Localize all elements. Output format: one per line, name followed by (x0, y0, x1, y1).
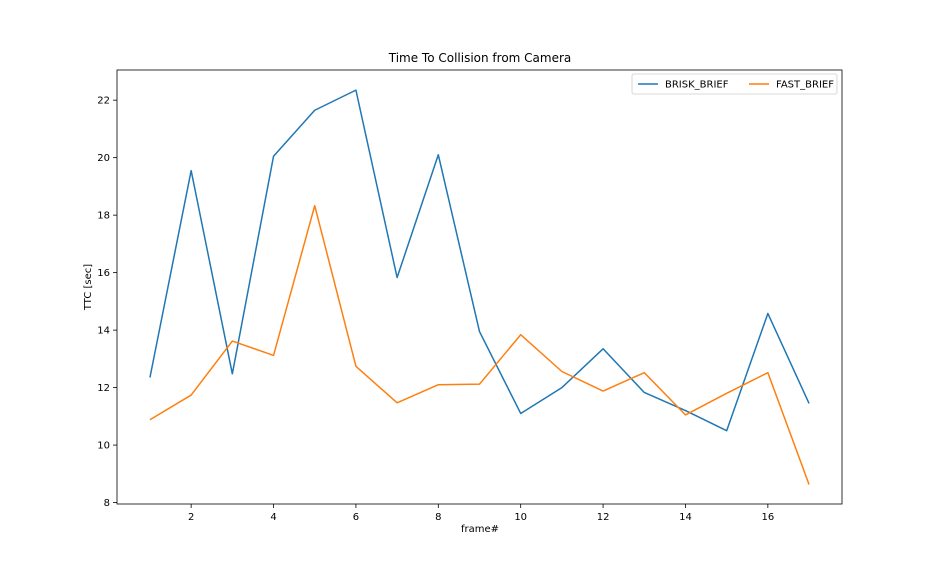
x-axis: 2 4 6 8 10 12 14 16 (188, 504, 774, 523)
x-tick-label: 6 (353, 512, 359, 523)
y-axis: 8 10 12 14 16 18 20 22 (97, 96, 117, 509)
x-tick-label: 12 (597, 512, 610, 523)
chart-title: Time To Collision from Camera (388, 51, 572, 65)
y-tick-label: 16 (97, 268, 110, 279)
x-tick-label: 16 (761, 512, 774, 523)
legend-box (631, 73, 838, 95)
plot-area (116, 69, 843, 505)
x-tick-label: 8 (435, 512, 441, 523)
y-tick-label: 10 (97, 441, 110, 452)
legend: BRISK_BRIEF FAST_BRIEF (631, 73, 838, 95)
x-tick-label: 10 (514, 512, 527, 523)
legend-entry: FAST_BRIEF (776, 80, 834, 91)
y-tick-label: 12 (97, 383, 110, 394)
series-line-fast-brief (149, 204, 810, 485)
y-tick-label: 20 (97, 153, 110, 164)
y-axis-label: TTC [sec] (83, 264, 94, 311)
y-tick-label: 18 (97, 211, 110, 222)
series-layer (149, 89, 810, 485)
plot-frame (116, 69, 843, 505)
y-tick-label: 14 (97, 326, 110, 337)
y-tick-label: 22 (97, 96, 110, 107)
legend-entry: BRISK_BRIEF (665, 80, 729, 91)
x-tick-label: 4 (270, 512, 276, 523)
x-tick-label: 14 (679, 512, 692, 523)
y-tick-label: 8 (104, 498, 110, 509)
x-tick-label: 2 (188, 512, 194, 523)
series-line-brisk-brief (149, 89, 810, 432)
x-axis-label: frame# (461, 524, 499, 535)
